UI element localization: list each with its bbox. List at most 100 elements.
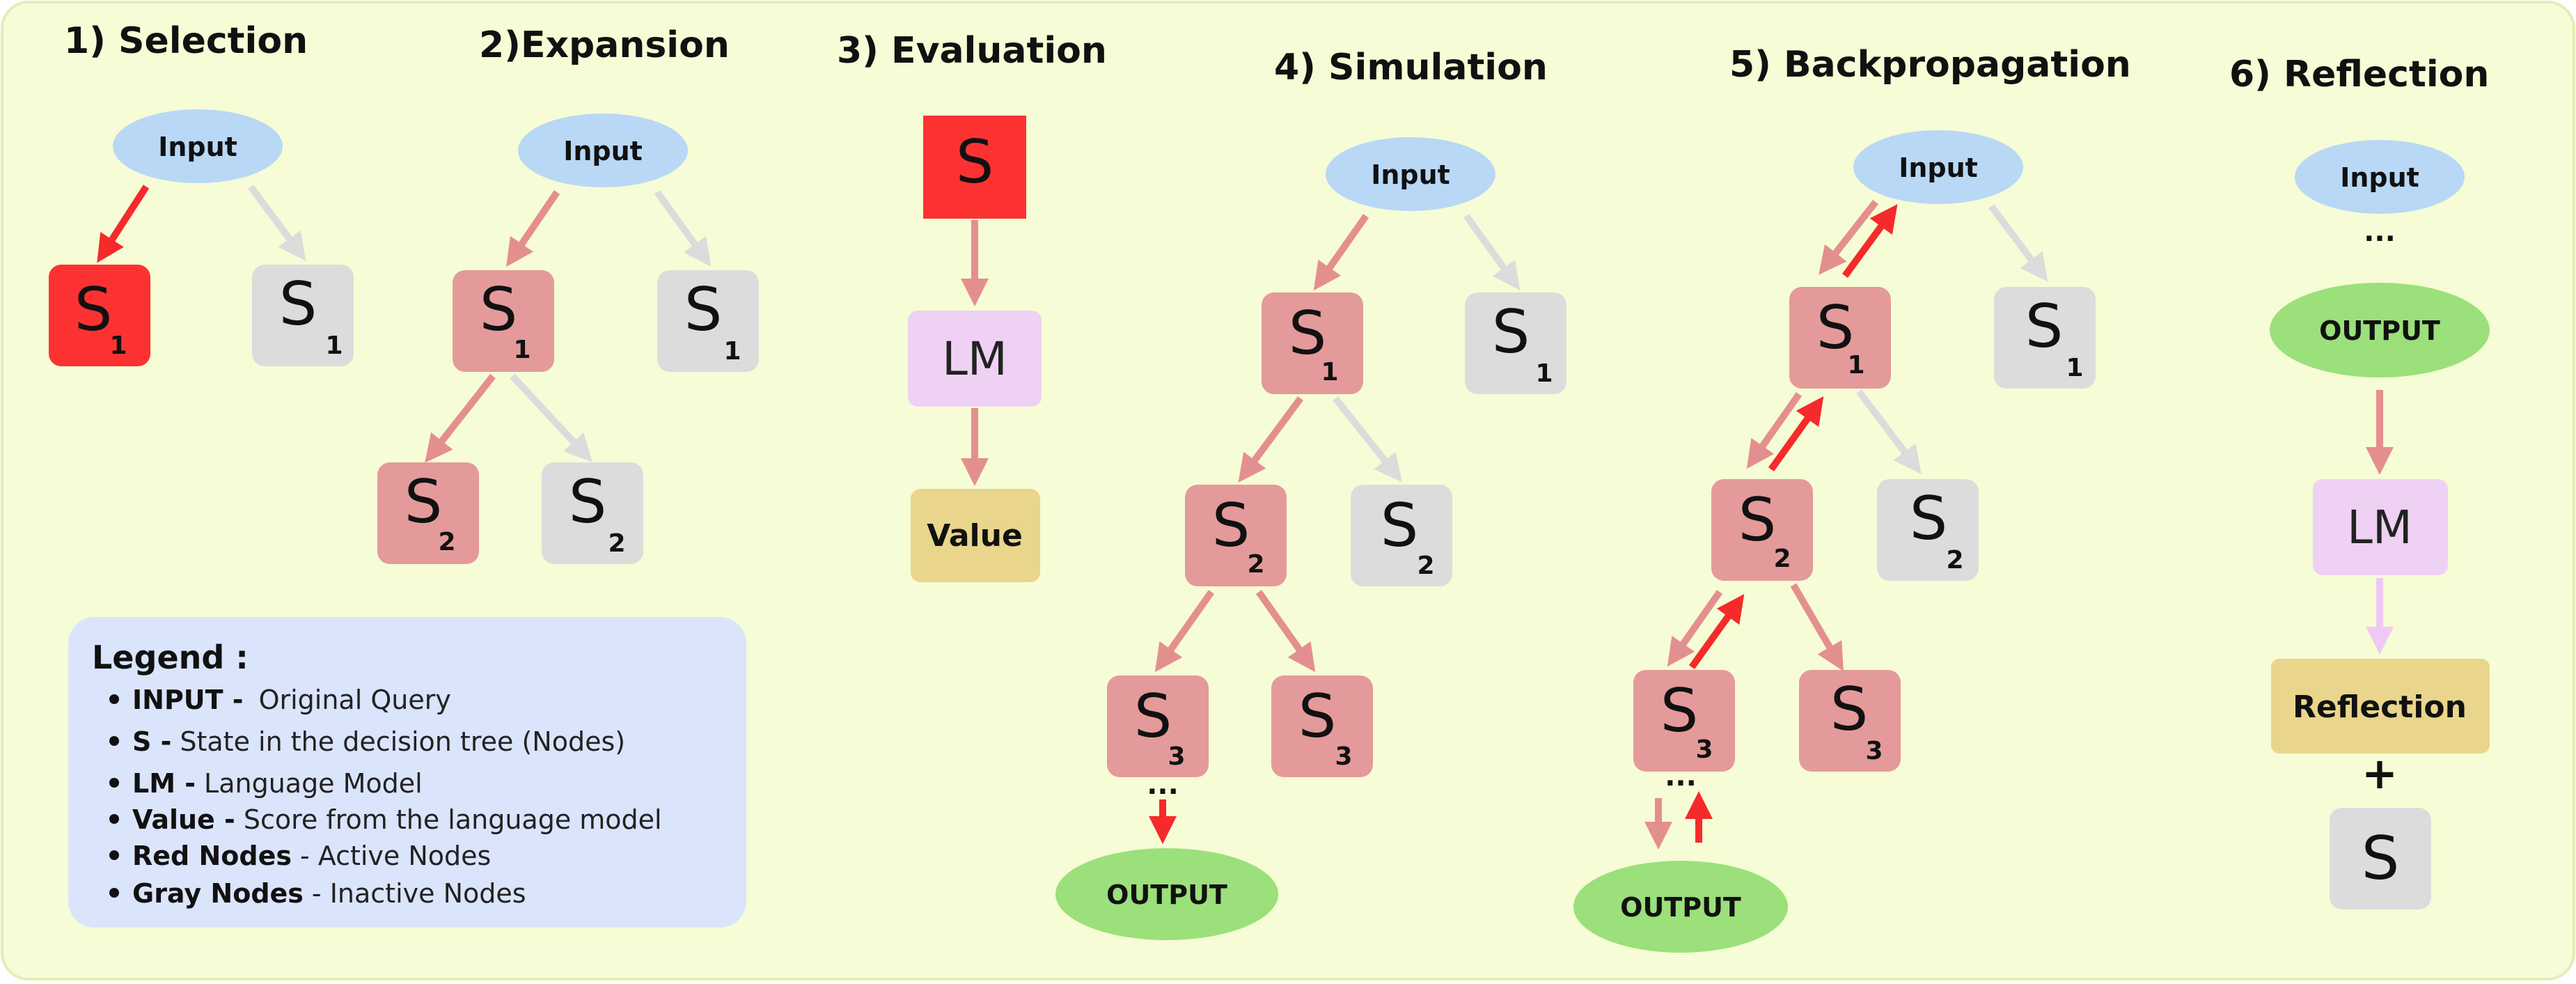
lm-label: LM bbox=[2347, 501, 2412, 554]
state-subscript: 1 bbox=[1535, 359, 1553, 388]
lm-box bbox=[2313, 479, 2448, 575]
ellipsis: ... bbox=[1147, 769, 1179, 801]
title-expansion: 2)Expansion bbox=[479, 24, 730, 66]
legend-value: - Inactive Nodes bbox=[312, 878, 526, 909]
plus-sign: + bbox=[2362, 748, 2398, 799]
state-subscript: 1 bbox=[1321, 358, 1338, 386]
input-label: Input bbox=[563, 136, 643, 166]
arrow-active bbox=[1819, 199, 1878, 275]
state-label: S bbox=[2362, 824, 2400, 893]
legend-item: Gray Nodes - Inactive Nodes bbox=[109, 878, 526, 909]
arrow-inactive bbox=[1988, 204, 2048, 282]
value-box bbox=[911, 489, 1040, 582]
state-node-selected bbox=[49, 265, 150, 366]
input-node bbox=[518, 114, 688, 187]
state-node-inactive bbox=[1351, 485, 1452, 586]
state-subscript: 2 bbox=[1247, 550, 1264, 579]
input-node bbox=[1853, 130, 2023, 204]
state-subscript: 1 bbox=[109, 331, 127, 360]
state-node-active bbox=[1185, 485, 1287, 586]
state-label: S bbox=[74, 275, 113, 345]
legend-value: - Active Nodes bbox=[300, 841, 491, 871]
legend-item: INPUT - Original Query bbox=[109, 685, 451, 715]
arrow-active bbox=[1255, 590, 1316, 673]
input-label: Input bbox=[2340, 162, 2419, 193]
state-label: S bbox=[1738, 485, 1777, 555]
output-node bbox=[1055, 848, 1278, 940]
state-node-inactive bbox=[2330, 808, 2431, 909]
arrow-backprop bbox=[1768, 396, 1824, 471]
arrow-inactive bbox=[247, 185, 306, 261]
state-node-active bbox=[1711, 479, 1813, 581]
state-label: S bbox=[1298, 682, 1337, 751]
state-label: S bbox=[2025, 292, 2064, 361]
state-subscript: 2 bbox=[1773, 545, 1791, 573]
svg-text:INPUT -Original Query: INPUT - Original Query bbox=[132, 685, 451, 715]
legend-box bbox=[68, 617, 746, 928]
legend-item: Value - Score from the language model bbox=[109, 804, 662, 835]
state-label: S bbox=[1289, 299, 1327, 368]
legend-value: Original Query bbox=[259, 685, 451, 715]
state-node-active bbox=[1271, 675, 1373, 777]
svg-text:Red Nodes- Active Nodes: Red Nodes - Active Nodes bbox=[132, 841, 491, 871]
input-label: Input bbox=[158, 132, 237, 162]
state-subscript: 1 bbox=[325, 331, 343, 360]
legend-key: LM - bbox=[132, 768, 196, 799]
state-node-active bbox=[1633, 670, 1735, 772]
lm-box bbox=[908, 311, 1042, 407]
state-node-inactive bbox=[1994, 287, 2096, 389]
state-label: S bbox=[1134, 682, 1172, 751]
title-evaluation: 3) Evaluation bbox=[837, 30, 1107, 72]
svg-text:Value -Score from the language: Value - Score from the language model bbox=[132, 804, 662, 835]
state-subscript: 1 bbox=[513, 336, 531, 364]
output-label: OUTPUT bbox=[2319, 315, 2440, 346]
value-label: Value bbox=[927, 518, 1023, 554]
arrow-active bbox=[1238, 396, 1304, 483]
state-label: S bbox=[1816, 293, 1855, 363]
input-node bbox=[1326, 137, 1495, 211]
state-subscript: 2 bbox=[438, 528, 455, 556]
title-selection: 1) Selection bbox=[64, 20, 308, 62]
state-label: S bbox=[1381, 491, 1419, 561]
output-node bbox=[2270, 283, 2490, 377]
state-label: S bbox=[1212, 491, 1250, 561]
output-label: OUTPUT bbox=[1106, 880, 1227, 910]
arrow-active bbox=[1790, 583, 1844, 671]
ellipsis: ... bbox=[2364, 216, 2396, 248]
state-label: S bbox=[480, 275, 518, 345]
arrow-backprop bbox=[1688, 593, 1745, 669]
arrow-inactive bbox=[510, 373, 592, 462]
legend-key: INPUT - bbox=[132, 685, 244, 715]
arrow-inactive bbox=[654, 190, 712, 267]
arrow-inactive bbox=[1856, 389, 1922, 474]
legend-list: INPUT - Original Query S - State in the de… bbox=[109, 685, 662, 909]
arrow-active bbox=[1313, 214, 1369, 291]
legend-item: S - State in the decision tree (Nodes) bbox=[109, 726, 625, 757]
legend-value: Language Model bbox=[204, 768, 423, 799]
state-node-active bbox=[1107, 675, 1209, 777]
state-node-active bbox=[1789, 287, 1891, 389]
state-label: S bbox=[569, 467, 607, 537]
arrow-inactive bbox=[1463, 214, 1521, 290]
arrow-active bbox=[1154, 590, 1215, 673]
legend-value: Score from the language model bbox=[244, 804, 662, 835]
svg-text:S -State in the decision tree: S - State in the decision tree (Nodes) bbox=[132, 726, 625, 757]
state-label: S bbox=[279, 270, 317, 339]
arrow-active bbox=[1746, 392, 1803, 469]
title-simulation: 4) Simulation bbox=[1274, 47, 1548, 88]
state-node-active bbox=[1262, 292, 1363, 394]
input-node bbox=[113, 109, 283, 183]
state-label: S bbox=[1830, 675, 1869, 744]
state-subscript: 1 bbox=[723, 337, 741, 366]
reflection-label: Reflection bbox=[2293, 689, 2467, 725]
state-node-selected bbox=[923, 116, 1026, 219]
state-node-inactive bbox=[657, 270, 759, 372]
state-label: S bbox=[1910, 484, 1948, 554]
ellipsis: ... bbox=[1665, 760, 1697, 792]
legend-title: Legend : bbox=[92, 639, 249, 676]
input-node bbox=[2295, 140, 2465, 214]
state-node-inactive bbox=[542, 462, 643, 564]
output-node bbox=[1573, 861, 1788, 953]
reflection-box bbox=[2271, 659, 2490, 753]
